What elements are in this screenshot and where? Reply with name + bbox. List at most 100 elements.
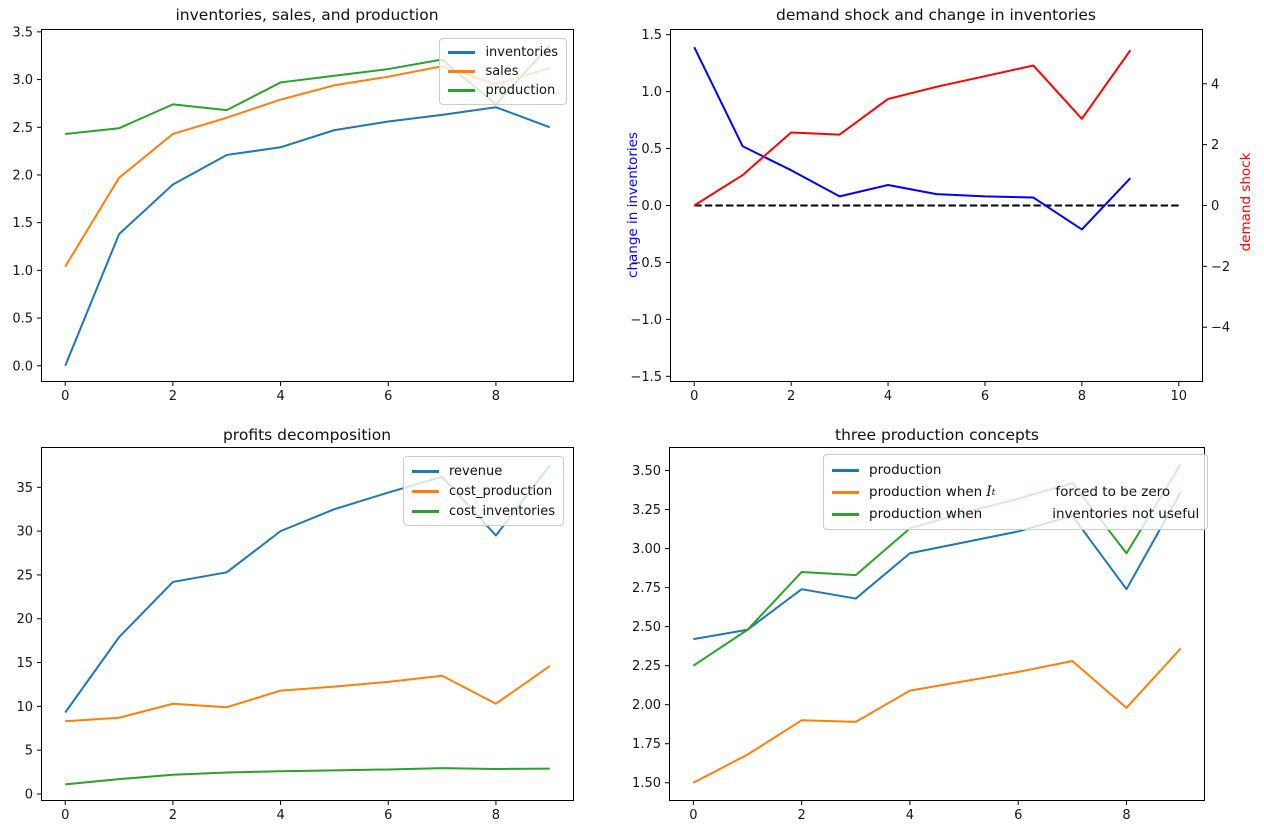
x-tick-label: 4 (276, 389, 284, 404)
x-tick-label: 0 (61, 808, 69, 823)
legend-item-production-when-inventories-not-useful: production when inventories not useful (832, 503, 1199, 525)
chart-profits-decomposition: 0 2 4 6 8 0 5 10 15 20 25 30 35 (16, 447, 574, 823)
y-right-tick-label: 4 (1211, 77, 1219, 92)
legend-line-sample (448, 70, 476, 73)
x-tick-label: 2 (169, 389, 177, 404)
y-right-tick-label: 0 (1211, 199, 1219, 214)
legend-line-sample (411, 469, 439, 473)
plot-border (670, 29, 1203, 382)
legend-label-text: production (485, 83, 556, 98)
x-tick-label: 6 (384, 389, 392, 404)
x-tick-label: 4 (906, 808, 914, 823)
legend-label-text: inventories not useful (1052, 506, 1200, 522)
plot-border (669, 447, 1205, 801)
line-demand-shock (693, 49, 1132, 207)
legend-item-production: production (448, 81, 558, 100)
x-tick-label: 8 (1122, 808, 1130, 823)
title-demand-shock-change-in-inventories: demand shock and change in inventories (776, 6, 1096, 24)
legend-label-text: forced to be zero (1055, 484, 1171, 500)
legend-spacer (995, 492, 1055, 493)
y-tick-label: 0.5 (641, 142, 662, 157)
legend-line-sample (448, 51, 476, 54)
y-tick-label: 1.50 (632, 776, 661, 791)
x-tick-label: 6 (384, 808, 392, 823)
x-tick-label: 8 (1078, 389, 1086, 404)
legend-line-sample (411, 489, 439, 493)
y-tick-label: 3.00 (632, 542, 661, 557)
x-tick-label: 4 (276, 808, 284, 823)
y-tick-label: 1.0 (12, 264, 33, 279)
title-three-production-concepts: three production concepts (835, 426, 1039, 444)
y-tick-label: 0.0 (12, 359, 33, 374)
x-tick-label: 4 (884, 389, 892, 404)
line-cost-production (65, 665, 551, 723)
line-inventories (64, 106, 551, 367)
y-axis-label-change-in-inventories: change in inventories (625, 132, 641, 278)
x-tick-label: 0 (690, 389, 698, 404)
y-right-tick-label: −2 (1211, 260, 1230, 275)
y-tick-label: 10 (16, 700, 33, 715)
y-tick-label: 0.0 (641, 199, 662, 214)
legend-math-subscript: t (991, 486, 996, 498)
x-tick-label: 6 (1014, 808, 1022, 823)
y-tick-label: 1.5 (12, 216, 33, 231)
legend-label-text: inventories (485, 45, 558, 60)
y-tick-label: 2.5 (12, 121, 33, 136)
y-tick-label: 30 (16, 525, 33, 540)
y-tick-label: 20 (16, 612, 33, 627)
x-tick-label: 2 (798, 808, 806, 823)
y-tick-label: 1.5 (641, 28, 662, 43)
y-tick-label: 3.0 (12, 73, 33, 88)
legend-item-cost-production: cost_production (411, 481, 555, 501)
y-tick-label: 2.00 (632, 698, 661, 713)
y-right-tick-label: 2 (1211, 138, 1219, 153)
legend-spacer (982, 514, 1052, 515)
y-tick-label: 1.0 (641, 85, 662, 100)
y-tick-label: 2.25 (632, 659, 661, 674)
legend-item-inventories: inventories (448, 43, 558, 62)
y-tick-label: 0 (25, 787, 33, 802)
y-tick-label: 35 (16, 481, 33, 496)
y-tick-label: 2.75 (632, 581, 661, 596)
y-tick-label: −1.5 (630, 370, 662, 385)
y-right-tick-label: −4 (1211, 321, 1230, 336)
x-tick-label: 8 (492, 808, 500, 823)
legend-label-text: production (869, 462, 942, 478)
y-tick-label: 15 (16, 656, 33, 671)
legend-line-sample (832, 512, 859, 516)
title-profits-decomposition: profits decomposition (222, 426, 392, 444)
x-tick-label: 0 (61, 389, 69, 404)
y-tick-label: 25 (16, 568, 33, 583)
legend-line-sample (448, 89, 476, 92)
legend-label-text: cost_production (448, 483, 553, 499)
legend-inventories-sales-production: inventories sales production (439, 38, 567, 105)
line-production-when-it-forced-to-be-zero (692, 647, 1182, 784)
y-tick-label: 3.5 (12, 25, 33, 40)
y-tick-label: −1.0 (630, 313, 662, 328)
y-tick-label: 1.75 (632, 737, 661, 752)
line-change-in-inventories (693, 46, 1132, 231)
x-tick-label: 10 (1170, 389, 1187, 404)
plot-border (41, 29, 574, 382)
legend-line-sample (832, 490, 859, 494)
x-tick-label: 0 (689, 808, 697, 823)
legend-label-text: production when (869, 506, 983, 522)
legend-item-sales: sales (448, 62, 558, 81)
y-tick-label: 2.50 (632, 620, 661, 635)
y-tick-label: −0.5 (630, 256, 662, 271)
plot-border (41, 447, 574, 801)
legend-line-sample (832, 468, 859, 472)
y-tick-label: 3.25 (632, 503, 661, 518)
x-tick-label: 2 (787, 389, 795, 404)
x-tick-label: 8 (492, 389, 500, 404)
legend-label-text: revenue (448, 463, 503, 479)
legend-label-text: sales (485, 64, 519, 79)
x-tick-label: 2 (169, 808, 177, 823)
y-tick-label: 2.0 (12, 168, 33, 183)
y-axis-label-demand-shock: demand shock (1238, 152, 1254, 252)
legend-profits-decomposition: revenue cost_production cost_inventories (402, 456, 564, 526)
